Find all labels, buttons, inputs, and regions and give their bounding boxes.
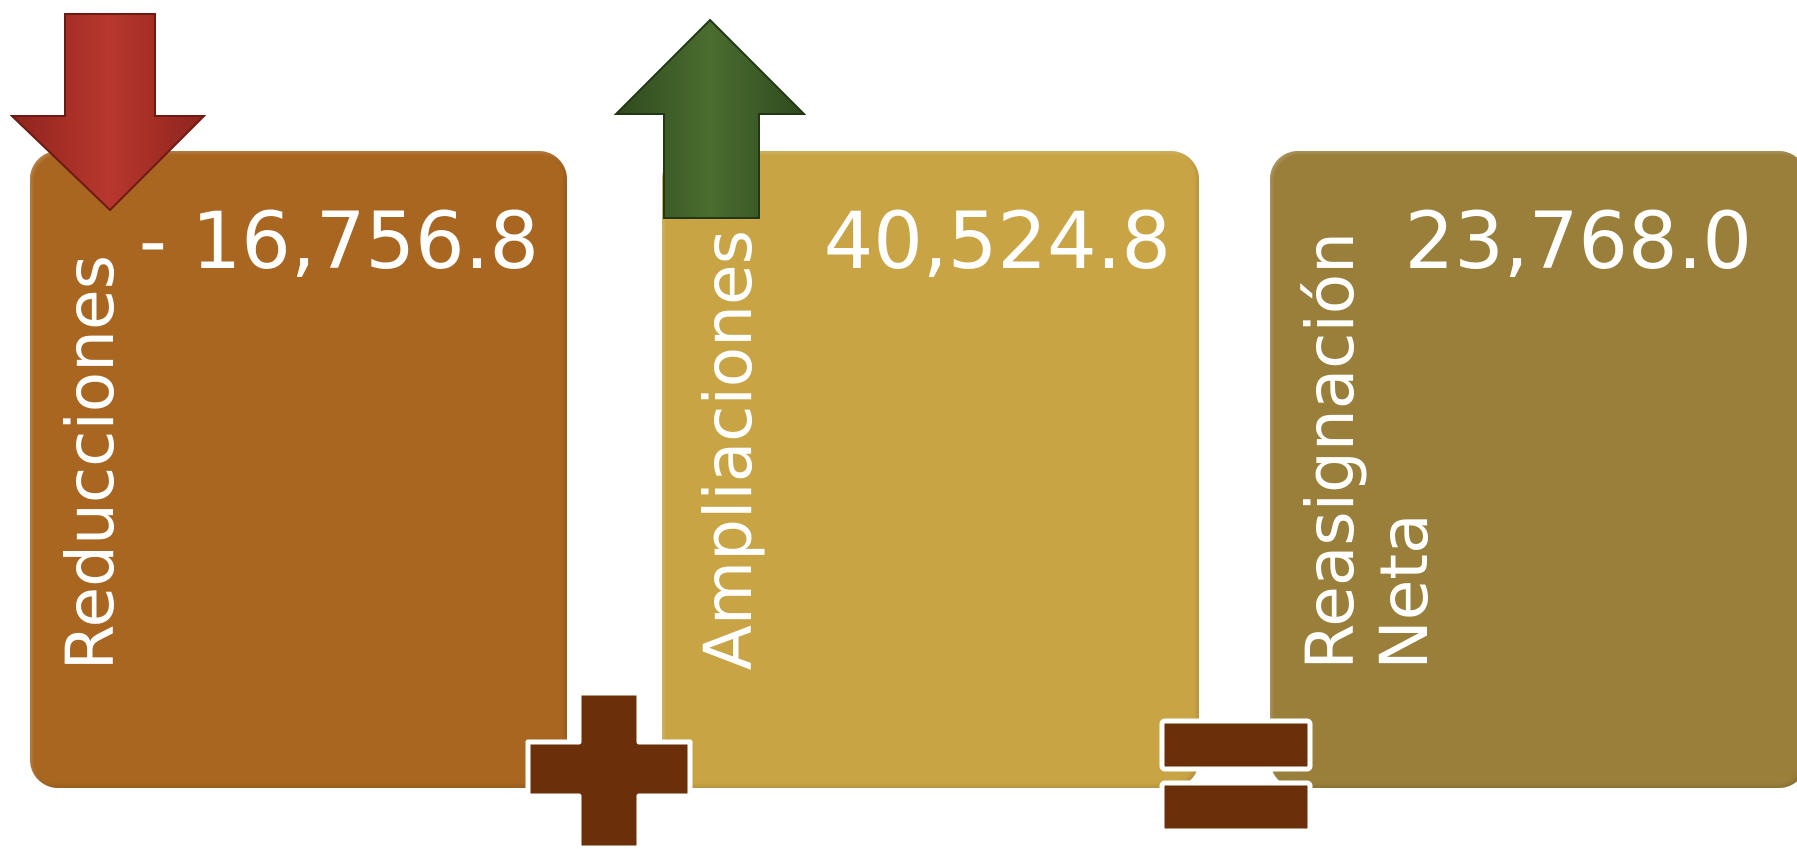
equals-icon bbox=[1159, 718, 1313, 834]
arrow-up-icon bbox=[614, 18, 806, 219]
ampliaciones-value: 40,524.8 bbox=[823, 197, 1171, 287]
neta-label-line2: Neta bbox=[1365, 513, 1443, 670]
plus-icon bbox=[525, 690, 693, 849]
neta-value: 23,768.0 bbox=[1404, 197, 1752, 287]
reducciones-label: Reducciones bbox=[52, 254, 129, 670]
reducciones-value: - 16,756.8 bbox=[138, 197, 539, 287]
neta-card: 23,768.0 Reasignación Neta bbox=[1270, 151, 1797, 788]
neta-label-line1: Reasignación bbox=[1292, 232, 1369, 670]
reducciones-card: - 16,756.8 Reducciones bbox=[30, 151, 567, 788]
neta-label: Reasignación Neta bbox=[1292, 232, 1443, 670]
ampliaciones-label: Ampliaciones bbox=[690, 229, 767, 670]
arrow-down-icon bbox=[10, 13, 206, 212]
ampliaciones-card: 40,524.8 Ampliaciones bbox=[662, 151, 1199, 788]
